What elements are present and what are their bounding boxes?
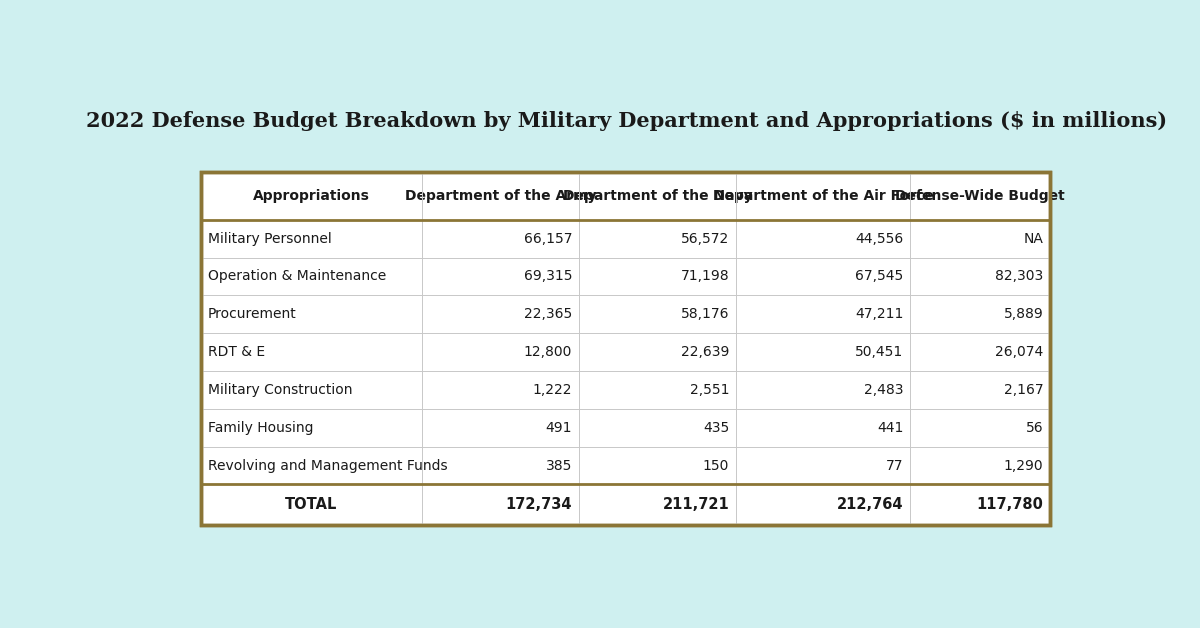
Text: 211,721: 211,721 [662, 497, 730, 512]
Text: 50,451: 50,451 [856, 345, 904, 359]
Text: Defense-Wide Budget: Defense-Wide Budget [895, 189, 1066, 203]
Text: NA: NA [1024, 232, 1044, 246]
Text: 22,365: 22,365 [524, 307, 572, 322]
Text: 117,780: 117,780 [977, 497, 1044, 512]
Text: Revolving and Management Funds: Revolving and Management Funds [208, 458, 448, 472]
Text: 67,545: 67,545 [856, 269, 904, 283]
Text: TOTAL: TOTAL [286, 497, 337, 512]
Text: 77: 77 [886, 458, 904, 472]
Text: Department of the Army: Department of the Army [404, 189, 596, 203]
Text: Family Housing: Family Housing [208, 421, 313, 435]
Text: 82,303: 82,303 [995, 269, 1044, 283]
Text: 2,551: 2,551 [690, 383, 730, 397]
Text: 47,211: 47,211 [854, 307, 904, 322]
Text: 172,734: 172,734 [505, 497, 572, 512]
Text: Military Construction: Military Construction [208, 383, 353, 397]
Text: Operation & Maintenance: Operation & Maintenance [208, 269, 386, 283]
Text: RDT & E: RDT & E [208, 345, 265, 359]
Text: 69,315: 69,315 [523, 269, 572, 283]
Text: 1,290: 1,290 [1004, 458, 1044, 472]
Text: 212,764: 212,764 [836, 497, 904, 512]
Text: 22,639: 22,639 [680, 345, 730, 359]
Text: 441: 441 [877, 421, 904, 435]
Text: 66,157: 66,157 [523, 232, 572, 246]
Text: 385: 385 [546, 458, 572, 472]
Text: 71,198: 71,198 [680, 269, 730, 283]
Text: 56: 56 [1026, 421, 1044, 435]
Text: 5,889: 5,889 [1003, 307, 1044, 322]
Text: 2,167: 2,167 [1004, 383, 1044, 397]
Text: 1,222: 1,222 [533, 383, 572, 397]
FancyBboxPatch shape [202, 172, 1050, 525]
Text: Department of the Navy: Department of the Navy [563, 189, 752, 203]
Text: 26,074: 26,074 [995, 345, 1044, 359]
Text: Department of the Air Force: Department of the Air Force [713, 189, 934, 203]
Text: 58,176: 58,176 [680, 307, 730, 322]
Text: Procurement: Procurement [208, 307, 296, 322]
Text: 150: 150 [703, 458, 730, 472]
Text: 2,483: 2,483 [864, 383, 904, 397]
Text: 12,800: 12,800 [524, 345, 572, 359]
Text: 435: 435 [703, 421, 730, 435]
Text: 56,572: 56,572 [682, 232, 730, 246]
Text: 2022 Defense Budget Breakdown by Military Department and Appropriations ($ in mi: 2022 Defense Budget Breakdown by Militar… [85, 111, 1166, 131]
Text: Appropriations: Appropriations [253, 189, 370, 203]
Text: Military Personnel: Military Personnel [208, 232, 331, 246]
Text: 44,556: 44,556 [856, 232, 904, 246]
Text: 491: 491 [546, 421, 572, 435]
